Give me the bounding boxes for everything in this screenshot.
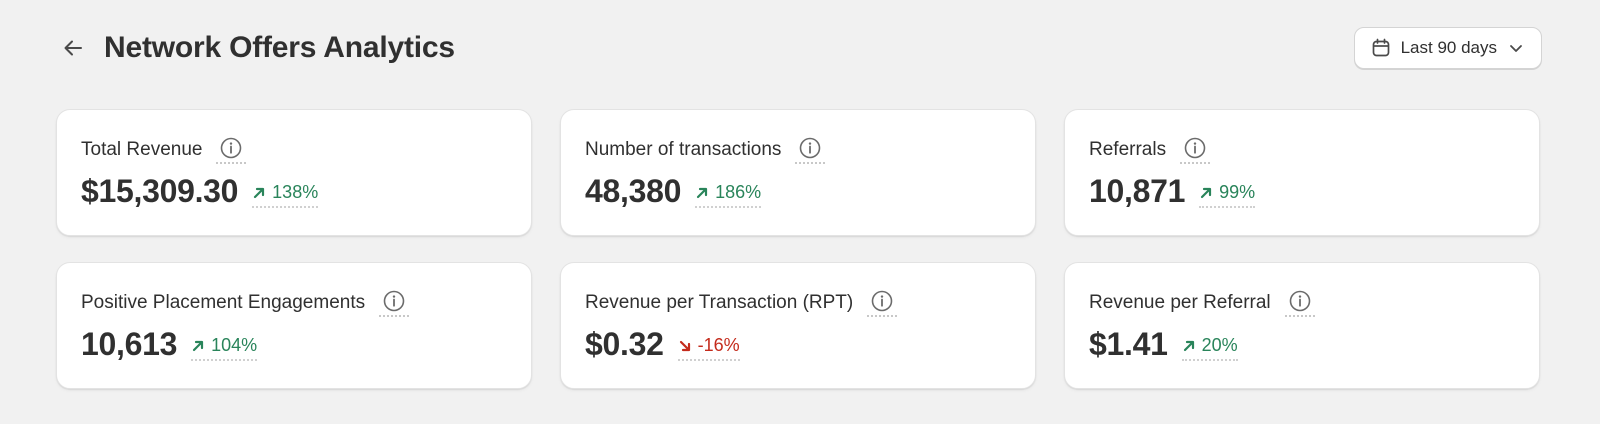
metric-label: Total Revenue: [81, 139, 203, 160]
info-tooltip-trigger[interactable]: [795, 137, 826, 164]
arrow-up-right-icon: [254, 187, 265, 198]
metric-delta-badge[interactable]: 104%: [191, 335, 258, 361]
arrow-up-right-icon: [696, 187, 708, 198]
arrow-left-icon: [64, 40, 82, 56]
metric-label: Number of transactions: [585, 139, 782, 160]
metric-value: $0.32: [585, 325, 664, 362]
metric-card-positive-placement-engagements: Positive Placement Engagements 10,613: [56, 262, 532, 389]
metric-value: $15,309.30: [81, 172, 239, 209]
info-icon: [383, 290, 405, 311]
info-icon: [1184, 137, 1206, 158]
metric-delta-badge[interactable]: 99%: [1199, 182, 1256, 208]
metric-value: 48,380: [585, 172, 682, 209]
arrow-up-right-icon: [1183, 340, 1194, 351]
info-icon: [800, 137, 821, 158]
date-range-label: Last 90 days: [1400, 38, 1497, 57]
info-icon: [871, 290, 893, 311]
chevron-down-icon: [1510, 45, 1522, 52]
metric-delta-badge[interactable]: 138%: [252, 182, 319, 208]
back-button[interactable]: [56, 28, 96, 68]
metric-label: Positive Placement Engagements: [81, 292, 366, 313]
metric-label: Revenue per Referral: [1089, 292, 1271, 313]
info-tooltip-trigger[interactable]: [216, 137, 247, 164]
info-tooltip-trigger[interactable]: [1180, 137, 1211, 164]
metric-delta-value: 99%: [1219, 182, 1256, 202]
info-tooltip-trigger[interactable]: [379, 290, 410, 317]
metric-card-total-revenue: Total Revenue $15,309.30 138%: [56, 109, 532, 236]
arrow-up-right-icon: [1200, 187, 1212, 198]
metric-card-revenue-per-transaction: Revenue per Transaction (RPT) $0.32: [560, 262, 1036, 389]
metric-value: 10,871: [1089, 172, 1186, 209]
metric-card-referrals: Referrals 10,871 99%: [1064, 109, 1540, 236]
info-icon: [221, 137, 242, 158]
page-header: Network Offers Analytics Last 90 days: [56, 26, 1542, 70]
page-title: Network Offers Analytics: [104, 31, 455, 64]
metric-delta-badge[interactable]: -16%: [677, 335, 740, 361]
metric-delta-value: 20%: [1201, 335, 1238, 355]
metric-delta-value: 186%: [715, 182, 762, 202]
metric-delta-value: 104%: [211, 335, 258, 355]
arrow-down-right-icon: [679, 340, 690, 351]
metric-delta-badge[interactable]: 186%: [695, 182, 762, 208]
metric-delta-value: -16%: [697, 335, 740, 355]
metric-value: 10,613: [81, 325, 178, 362]
arrow-up-right-icon: [192, 340, 204, 351]
metric-delta-value: 138%: [272, 182, 319, 202]
info-tooltip-trigger[interactable]: [867, 290, 898, 317]
date-range-picker-button[interactable]: Last 90 days: [1353, 27, 1542, 69]
info-tooltip-trigger[interactable]: [1284, 290, 1315, 317]
metric-card-revenue-per-referral: Revenue per Referral $1.41 20%: [1064, 262, 1540, 389]
metric-card-number-of-transactions: Number of transactions 48,380 186%: [560, 109, 1036, 236]
calendar-icon: [1372, 38, 1389, 57]
metrics-grid: Total Revenue $15,309.30 138%: [56, 109, 1540, 389]
metric-label: Revenue per Transaction (RPT): [585, 292, 854, 313]
info-icon: [1289, 290, 1310, 311]
metric-label: Referrals: [1089, 139, 1167, 160]
title-group: Network Offers Analytics: [56, 28, 455, 68]
metric-delta-badge[interactable]: 20%: [1181, 335, 1238, 361]
metric-value: $1.41: [1089, 325, 1168, 362]
